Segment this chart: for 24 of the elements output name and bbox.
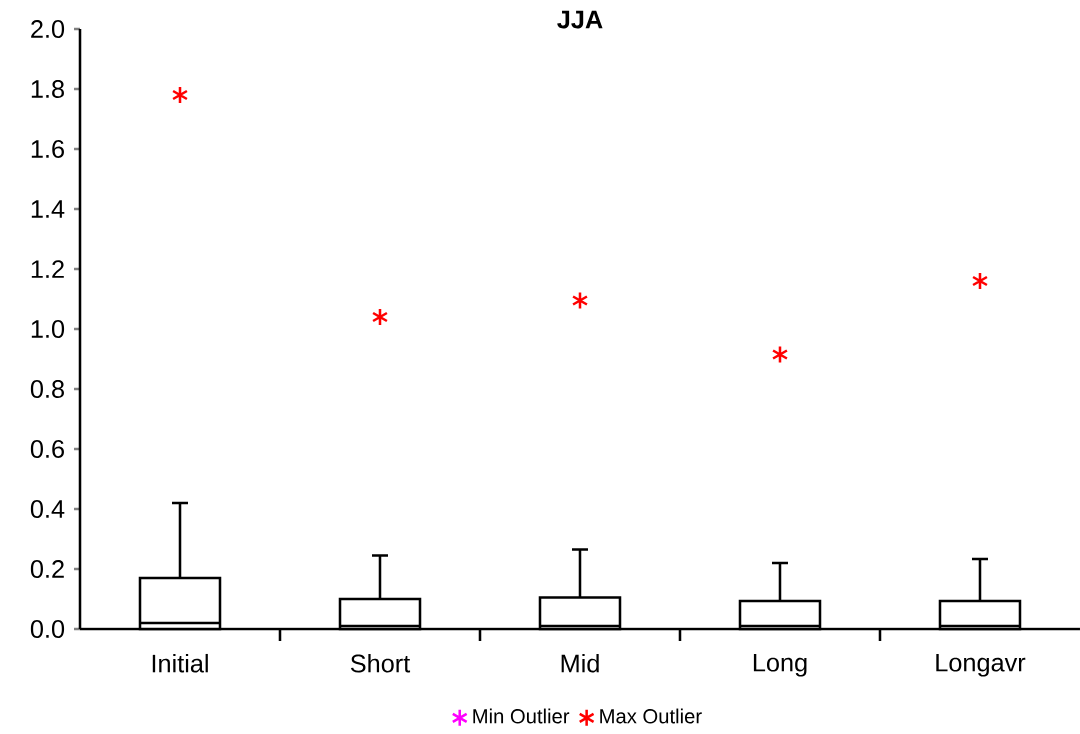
x-tick-label: Mid (561, 653, 599, 673)
y-tick-label: 0.6 (30, 440, 64, 458)
y-tick-label: 0.2 (30, 560, 64, 578)
legend-label: Max Outlier (600, 708, 702, 724)
y-tick-label: 1.4 (31, 200, 65, 218)
point (771, 345, 789, 364)
point (571, 291, 589, 310)
chart-title: JJA (557, 10, 603, 29)
y-tick-label: 1.8 (31, 80, 64, 98)
point (371, 307, 389, 327)
x-tick-label: Longavr (936, 653, 1026, 677)
point (971, 271, 989, 291)
y-tick-label: 1.6 (31, 140, 64, 158)
x-tick-label: Short (350, 653, 411, 673)
y-tick-label: 1.0 (31, 320, 65, 338)
x-tick-label: Initial (152, 653, 208, 673)
y-tick-label: 2.0 (31, 20, 65, 38)
y-tick-label: 1.2 (31, 260, 64, 278)
point (171, 85, 189, 105)
x-tick-label: Long (753, 653, 807, 677)
y-tick-label: 0.4 (30, 500, 65, 518)
legend-label: Min Outlier (473, 708, 570, 724)
y-tick-label: 0.8 (30, 380, 64, 398)
y-tick-label: 0.0 (30, 620, 65, 638)
